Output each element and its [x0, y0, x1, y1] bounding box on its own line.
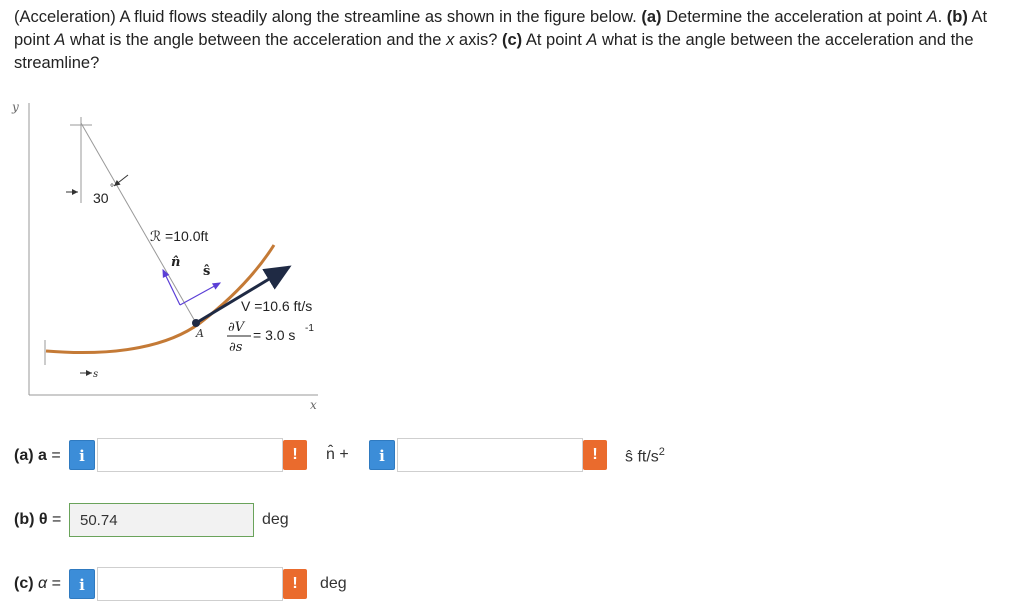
- part-b-angle-input[interactable]: [69, 503, 254, 537]
- part-b-unit: deg: [262, 511, 289, 528]
- dv-denominator: ∂s: [229, 340, 243, 355]
- part-a-n-warning-icon: !: [283, 440, 307, 470]
- velocity-label: V =10.6 ft/s: [241, 298, 312, 314]
- dv-numerator: ∂V: [228, 320, 246, 335]
- angle-arrow-right: [113, 174, 129, 187]
- n-hat-label: n̂: [171, 255, 180, 270]
- question-text: (Acceleration) A fluid flows steadily al…: [14, 8, 988, 72]
- part-a-info-button-2[interactable]: i: [369, 440, 395, 470]
- part-a-label: (a) a =: [14, 447, 61, 464]
- part-a-s-component-input[interactable]: [397, 438, 583, 472]
- part-c-info-button[interactable]: i: [69, 569, 95, 599]
- x-axis-label: x: [310, 398, 317, 412]
- angle-label: 30: [93, 190, 109, 206]
- part-b-label: (b) θ =: [14, 511, 62, 528]
- s-coordinate-label: s: [93, 369, 98, 380]
- streamline-figure: y x 30 ° s n̂ ŝ ℛ =10.0ft A V =10.6 ft/s…: [11, 100, 318, 412]
- part-a-n-component-input[interactable]: [97, 438, 283, 472]
- part-a-s-warning-icon: !: [583, 440, 607, 470]
- part-b-marker: (b): [946, 8, 968, 26]
- s-hat-label: ŝ: [203, 264, 210, 279]
- part-c-warning-icon: !: [283, 569, 307, 599]
- part-a-units: ŝ ft/s2: [625, 446, 665, 466]
- part-c-marker: (c): [502, 31, 523, 49]
- s-hat-vector: [179, 282, 222, 306]
- degree-mark: °: [110, 183, 114, 194]
- radius-line: [80, 122, 197, 324]
- n-hat-plus-label: n̂ +: [326, 446, 349, 463]
- part-c-label: (c) α =: [14, 575, 61, 592]
- part-a-info-button[interactable]: i: [69, 440, 95, 470]
- dv-value: = 3.0 s: [253, 327, 295, 343]
- question-intro: (Acceleration) A fluid flows steadily al…: [14, 8, 642, 26]
- point-a-label: A: [195, 327, 204, 340]
- radius-label: ℛ =10.0ft: [150, 228, 208, 244]
- part-a-marker: (a): [641, 8, 662, 26]
- y-axis-label: y: [11, 100, 19, 114]
- point-a-dot: [192, 319, 200, 327]
- part-c-angle-input[interactable]: [97, 567, 283, 601]
- velocity-vector: [195, 265, 292, 325]
- n-hat-vector: [162, 268, 181, 306]
- dv-exponent: -1: [305, 323, 314, 334]
- part-c-unit: deg: [320, 575, 347, 592]
